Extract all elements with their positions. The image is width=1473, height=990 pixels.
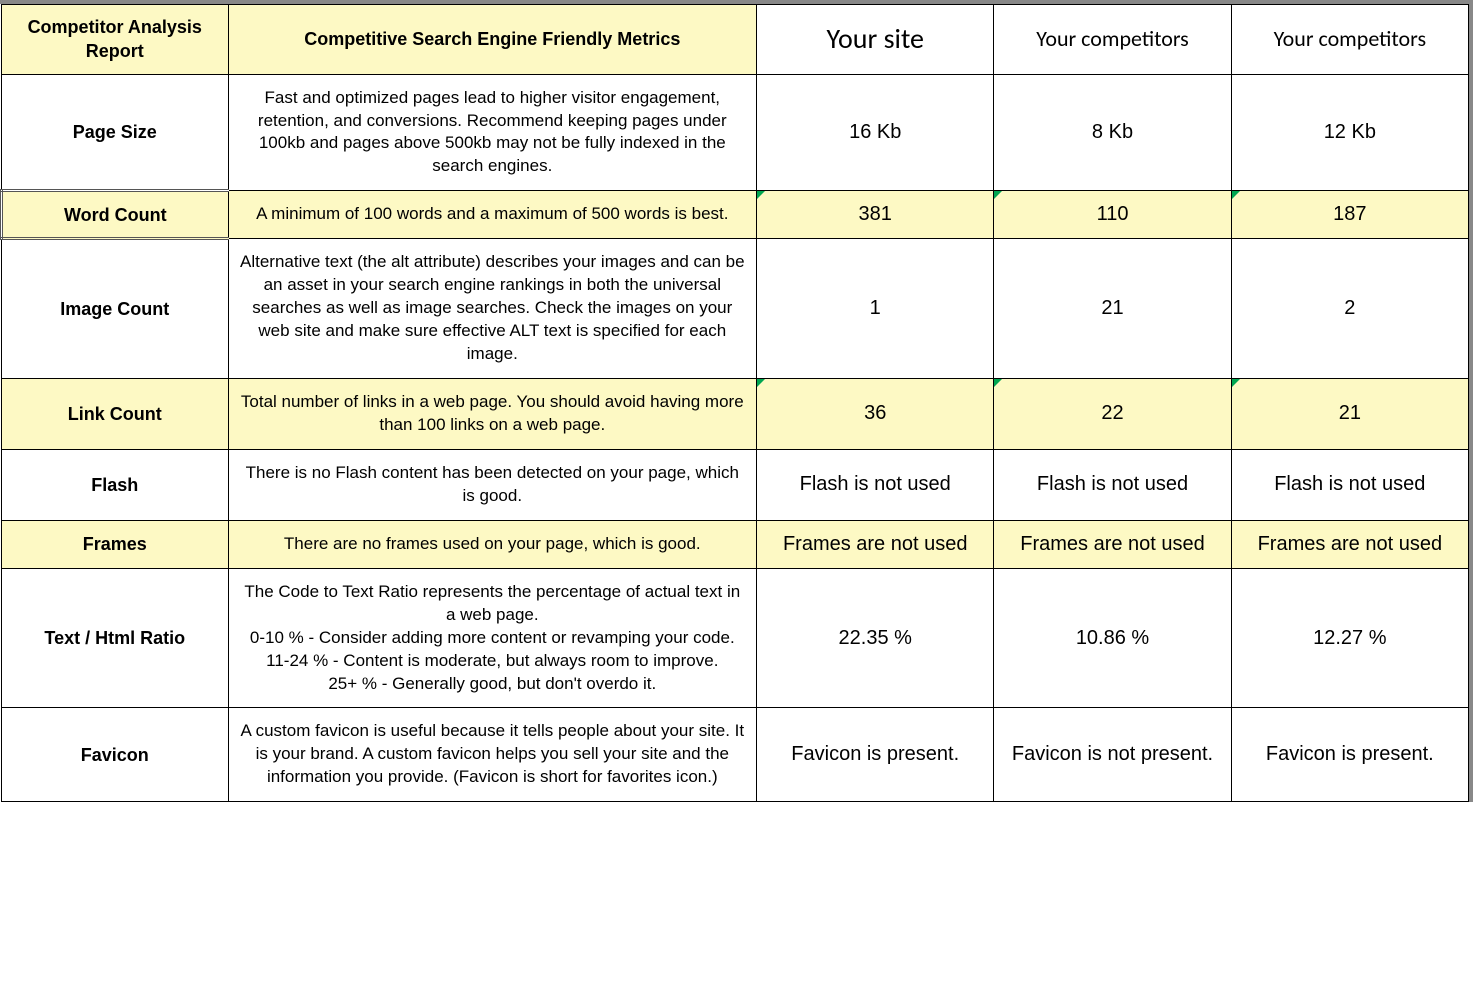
header-title: Competitor Analysis Report	[2, 5, 229, 75]
value-competitor-2: 12.27 %	[1231, 568, 1468, 708]
value-your-site: 16 Kb	[757, 74, 994, 191]
row-description: Alternative text (the alt attribute) des…	[228, 239, 757, 379]
row-label: Page Size	[2, 74, 229, 191]
table-row: FaviconA custom favicon is useful becaus…	[2, 708, 1469, 802]
value-your-site: Flash is not used	[757, 449, 994, 520]
table-row: FlashThere is no Flash content has been …	[2, 449, 1469, 520]
value-competitor-2: 12 Kb	[1231, 74, 1468, 191]
header-row: Competitor Analysis Report Competitive S…	[2, 5, 1469, 75]
value-competitor-1: 8 Kb	[994, 74, 1231, 191]
row-description: A minimum of 100 words and a maximum of …	[228, 191, 757, 239]
row-description: Total number of links in a web page. You…	[228, 379, 757, 450]
value-competitor-1: 21	[994, 239, 1231, 379]
row-label: Flash	[2, 449, 229, 520]
table-row: Word CountA minimum of 100 words and a m…	[2, 191, 1469, 239]
value-competitor-1: Frames are not used	[994, 520, 1231, 568]
report-container: Competitor Analysis Report Competitive S…	[0, 0, 1473, 802]
row-label: Favicon	[2, 708, 229, 802]
value-competitor-2: Favicon is present.	[1231, 708, 1468, 802]
value-competitor-2: 2	[1231, 239, 1468, 379]
value-competitor-2: Flash is not used	[1231, 449, 1468, 520]
header-metrics: Competitive Search Engine Friendly Metri…	[228, 5, 757, 75]
value-your-site: 22.35 %	[757, 568, 994, 708]
row-label: Frames	[2, 520, 229, 568]
table-row: Image CountAlternative text (the alt att…	[2, 239, 1469, 379]
value-competitor-1: 110	[994, 191, 1231, 239]
value-competitor-1: Favicon is not present.	[994, 708, 1231, 802]
value-your-site: 1	[757, 239, 994, 379]
header-competitor-1: Your competitors	[994, 5, 1231, 75]
table-body: Page SizeFast and optimized pages lead t…	[2, 74, 1469, 802]
value-your-site: Frames are not used	[757, 520, 994, 568]
row-description: There are no frames used on your page, w…	[228, 520, 757, 568]
value-competitor-1: Flash is not used	[994, 449, 1231, 520]
header-competitor-2: Your competitors	[1231, 5, 1468, 75]
value-competitor-1: 10.86 %	[994, 568, 1231, 708]
row-description: There is no Flash content has been detec…	[228, 449, 757, 520]
row-description: The Code to Text Ratio represents the pe…	[228, 568, 757, 708]
row-label: Text / Html Ratio	[2, 568, 229, 708]
row-description: Fast and optimized pages lead to higher …	[228, 74, 757, 191]
value-competitor-1: 22	[994, 379, 1231, 450]
header-your-site: Your site	[757, 5, 994, 75]
table-row: FramesThere are no frames used on your p…	[2, 520, 1469, 568]
value-your-site: 381	[757, 191, 994, 239]
row-label: Link Count	[2, 379, 229, 450]
row-label: Word Count	[2, 191, 229, 239]
competitor-analysis-table: Competitor Analysis Report Competitive S…	[0, 4, 1469, 802]
row-label: Image Count	[2, 239, 229, 379]
value-competitor-2: 187	[1231, 191, 1468, 239]
value-competitor-2: 21	[1231, 379, 1468, 450]
value-competitor-2: Frames are not used	[1231, 520, 1468, 568]
table-row: Page SizeFast and optimized pages lead t…	[2, 74, 1469, 191]
value-your-site: 36	[757, 379, 994, 450]
value-your-site: Favicon is present.	[757, 708, 994, 802]
row-description: A custom favicon is useful because it te…	[228, 708, 757, 802]
table-row: Text / Html RatioThe Code to Text Ratio …	[2, 568, 1469, 708]
table-row: Link CountTotal number of links in a web…	[2, 379, 1469, 450]
